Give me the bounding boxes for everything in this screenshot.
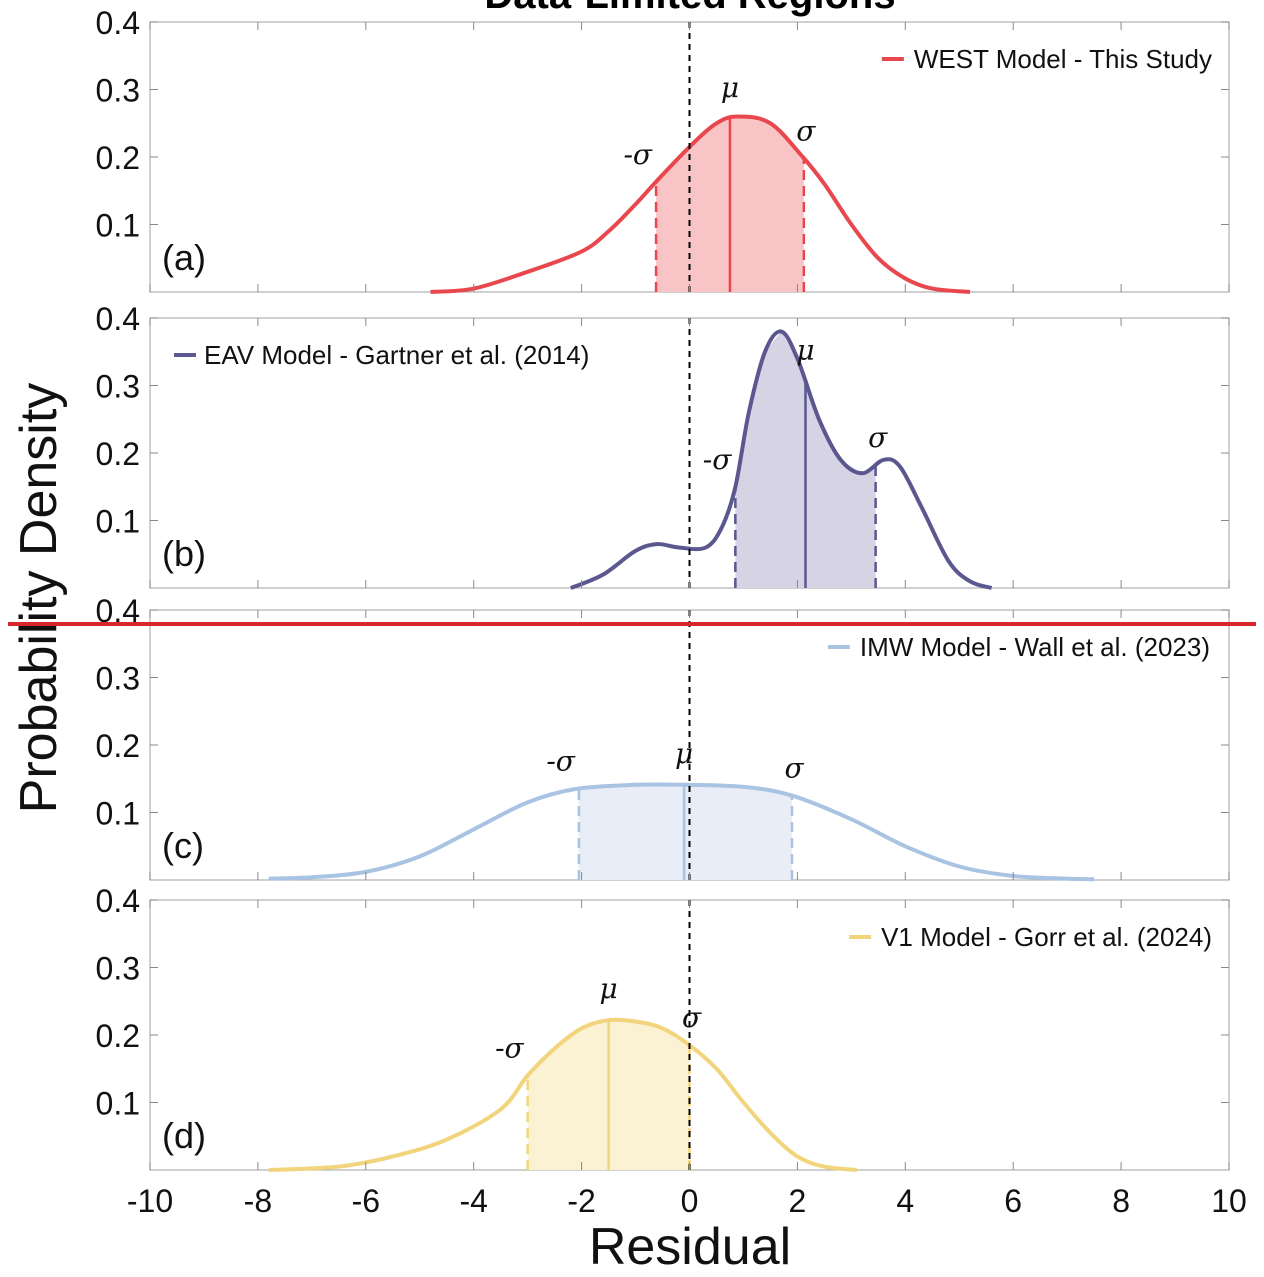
x-tick-label: 0 <box>681 1183 699 1219</box>
x-tick-label: -6 <box>352 1183 380 1219</box>
density-curve <box>570 329 993 590</box>
y-tick-label: 0.3 <box>96 661 140 697</box>
panel-c: μ-σ σ0.10.20.30.4(c)IMW Model - Wall et a… <box>96 593 1230 882</box>
sigma-annotation: σ <box>784 752 804 785</box>
panel-label: (c) <box>162 825 204 866</box>
sigma-annotation: σ <box>796 114 816 147</box>
minus-sigma-annotation: -σ <box>623 138 652 171</box>
panel-a: μ -σ σ 0.1 0.2 0.3 0.4 (a) WEST Model - This Stu… <box>96 5 1230 294</box>
mu-annotation: μ <box>796 333 814 366</box>
y-tick-label: 0.1 <box>96 796 140 832</box>
x-tick-label: 4 <box>896 1183 914 1219</box>
x-tick-label: 10 <box>1211 1183 1247 1219</box>
y-tick-label: 0.1 <box>96 504 140 540</box>
mu-annotation: μ <box>721 71 739 104</box>
legend-entry: IMW Model - Wall et al. (2023) <box>860 632 1210 662</box>
density-curve <box>430 114 971 294</box>
legend-entry: WEST Model - This Study <box>914 44 1212 74</box>
y-tick-label: 0.3 <box>96 951 140 987</box>
x-tick-label: -2 <box>567 1183 595 1219</box>
legend-entry: EAV Model - Gartner et al. (2014) <box>204 340 589 370</box>
density-curve <box>268 1017 857 1172</box>
sigma-shaded-area <box>578 784 792 880</box>
y-tick-label: 0.1 <box>96 1086 140 1122</box>
y-tick-label: 0.2 <box>96 728 140 764</box>
y-tick-label: 0.4 <box>96 883 140 919</box>
panel-label: (b) <box>162 533 206 574</box>
x-tick-label: -4 <box>459 1183 487 1219</box>
mu-annotation: μ <box>599 972 617 1005</box>
panel-label: (a) <box>162 237 206 278</box>
panels: μ -σ σ 0.1 0.2 0.3 0.4 (a) WEST Model - This Stu… <box>96 5 1230 1172</box>
y-tick-label: 0.2 <box>96 140 140 176</box>
legend-entry: V1 Model - Gorr et al. (2024) <box>881 922 1212 952</box>
x-tick-label: 2 <box>789 1183 807 1219</box>
density-curve <box>268 782 1095 882</box>
minus-sigma-annotation: -σ <box>546 745 575 778</box>
minus-sigma-annotation: -σ <box>703 443 732 476</box>
x-tick-label: 8 <box>1112 1183 1130 1219</box>
panel-label: (d) <box>162 1115 206 1156</box>
y-tick-label: 0.3 <box>96 73 140 109</box>
y-tick-label: 0.2 <box>96 1018 140 1054</box>
y-tick-label: 0.2 <box>96 436 140 472</box>
x-tick-label: -8 <box>244 1183 272 1219</box>
y-tick-label: 0.3 <box>96 369 140 405</box>
x-tick-label: -10 <box>127 1183 173 1219</box>
sigma-annotation: σ <box>682 1001 702 1034</box>
x-tick-labels: -10 -8 -6 -4 -2 0 2 4 6 8 10 <box>127 1183 1247 1219</box>
panel-d: μ -σ σ 0.1 0.2 0.3 0.4 (d) V1 Model - Gorr et al… <box>96 883 1230 1172</box>
y-axis-label: Probability Density <box>10 383 68 814</box>
chart-title: Data-Limited Regions <box>484 0 895 17</box>
y-tick-label: 0.4 <box>96 5 140 41</box>
y-tick-label: 0.4 <box>96 301 140 337</box>
x-tick-label: 6 <box>1004 1183 1022 1219</box>
panel-b: μ -σ σ 0.1 0.2 0.3 0.4 (b) EAV Model - Gartner e… <box>96 301 1230 590</box>
y-tick-label: 0.1 <box>96 208 140 244</box>
minus-sigma-annotation: -σ <box>495 1032 524 1065</box>
sigma-annotation: σ <box>868 421 888 454</box>
x-axis-label: Residual <box>589 1218 791 1276</box>
